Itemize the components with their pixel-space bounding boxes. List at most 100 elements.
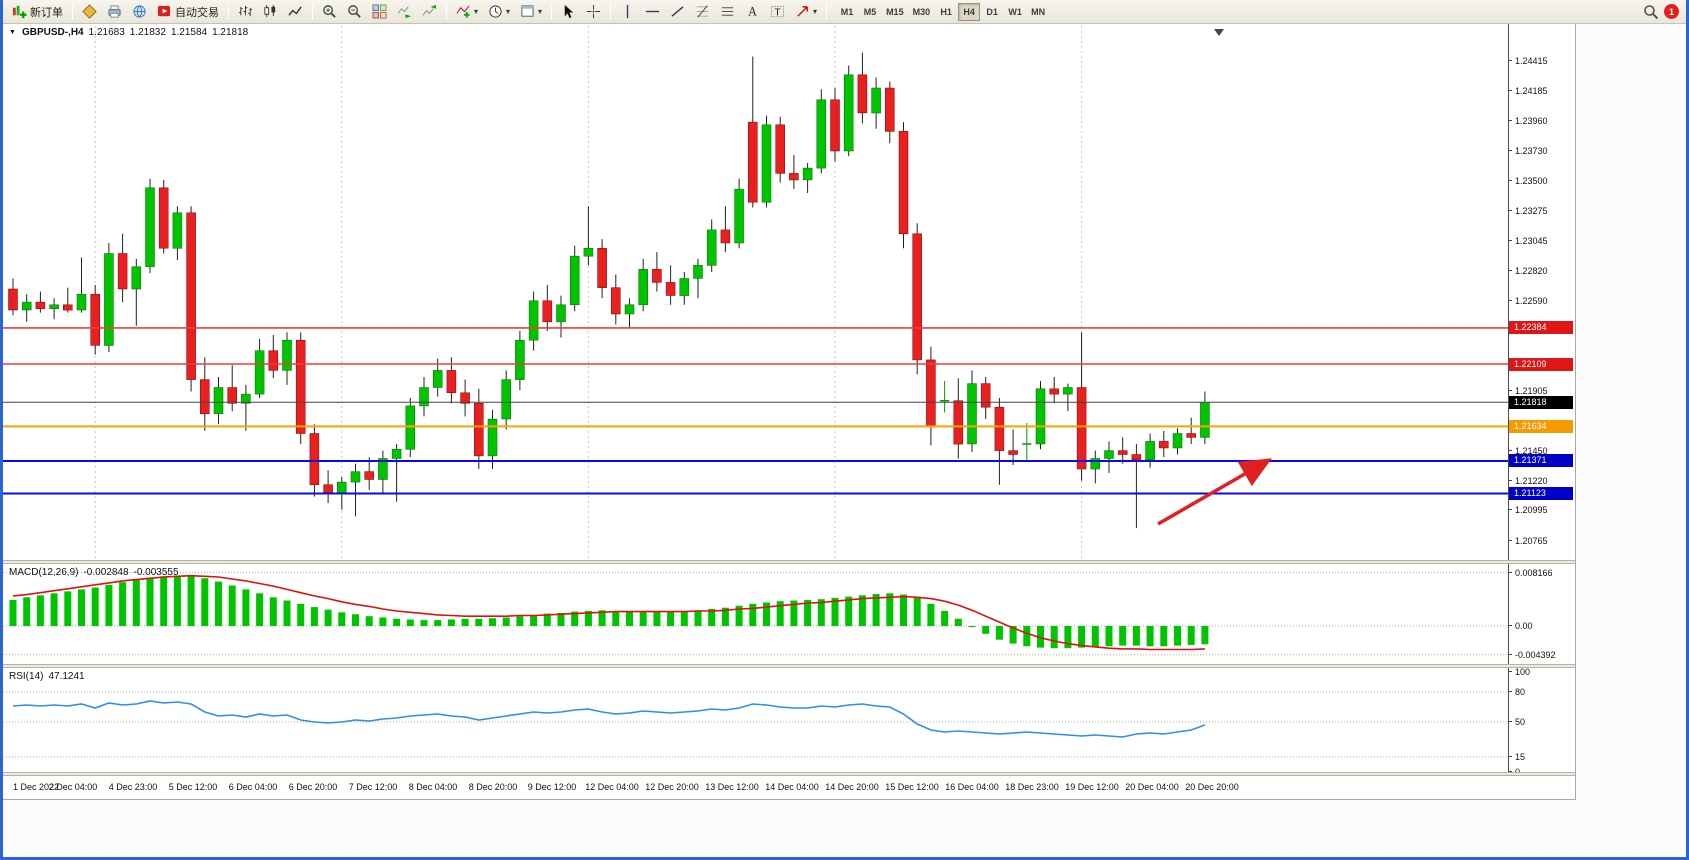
one-click-trading-icon[interactable]: ▼ [9, 29, 16, 36]
zoom-in-button[interactable] [318, 2, 341, 22]
toolbar-separator [446, 3, 447, 20]
new-order-label: 新订单 [30, 6, 63, 19]
rsi-axis-label: 50 [1507, 717, 1526, 727]
autotrading-button[interactable]: 自动交易 [153, 2, 223, 22]
time-axis-label: 20 Dec 20:00 [1185, 782, 1239, 792]
zoom-out-button[interactable] [343, 2, 366, 22]
fibonacci-icon [695, 4, 710, 19]
pane-resize-separator[interactable] [3, 772, 1575, 776]
search-icon[interactable] [1643, 4, 1659, 20]
timeframe-m30-button[interactable]: M30 [909, 3, 935, 21]
new-order-button[interactable]: 新订单 [8, 2, 67, 22]
autotrading-label: 自动交易 [175, 6, 219, 19]
time-axis-label: 6 Dec 20:00 [288, 782, 338, 792]
price-badge: 1.21634 [1509, 420, 1573, 433]
timeframe-m5-button[interactable]: M5 [859, 3, 881, 21]
chart-header: ▼ GBPUSD-,H4 1.21683 1.21832 1.21584 1.2… [9, 27, 248, 38]
template-icon [520, 4, 535, 19]
chart-shift-button[interactable] [418, 2, 441, 22]
fibonacci-button[interactable] [691, 2, 714, 22]
text-label-icon: T [770, 4, 785, 19]
timeframe-group: M1 M5 M15 M30 H1 H4 D1 W1 MN [836, 2, 1049, 21]
price-badge: 1.22109 [1509, 358, 1573, 371]
timeframe-d1-button[interactable]: D1 [981, 3, 1003, 21]
zoom-out-icon [347, 4, 362, 19]
pane-resize-separator[interactable] [3, 664, 1575, 668]
text-label-button[interactable]: T [766, 2, 789, 22]
notification-badge[interactable]: 1 [1664, 4, 1679, 19]
zoom-in-icon [322, 4, 337, 19]
main-chart-pane[interactable]: ▼ GBPUSD-,H4 1.21683 1.21832 1.21584 1.2… [3, 24, 1575, 560]
trend-line-button[interactable] [666, 2, 689, 22]
rsi-header: RSI(14) 47.1241 [9, 671, 85, 682]
svg-text:A: A [748, 5, 757, 19]
channels-icon [720, 4, 735, 19]
globe-icon [132, 4, 147, 19]
time-axis-label: 19 Dec 12:00 [1065, 782, 1119, 792]
indicators-button[interactable]: ▾ [452, 2, 482, 22]
macd-axis[interactable]: 0.008166 0.00 -0.004392 [1508, 564, 1575, 664]
market-watch-button[interactable] [78, 2, 101, 22]
timeframe-w1-button[interactable]: W1 [1004, 3, 1026, 21]
ohlc-open: 1.21683 [88, 27, 125, 38]
macd-plot[interactable] [3, 564, 1508, 664]
chart-shift-icon [422, 4, 437, 19]
rsi-value: 47.1241 [48, 671, 85, 682]
toolbar-separator [551, 3, 553, 20]
ohlc-close: 1.21818 [212, 27, 249, 38]
horizontal-line-button[interactable] [641, 2, 664, 22]
crosshair-button[interactable] [582, 2, 605, 22]
toolbar-right: 1 [1643, 4, 1681, 20]
time-axis-label: 14 Dec 20:00 [825, 782, 879, 792]
print-button[interactable] [103, 2, 126, 22]
pane-resize-separator[interactable] [3, 560, 1575, 564]
rsi-pane[interactable]: RSI(14) 47.1241 100 80 50 15 0 [3, 668, 1575, 772]
main-chart-plot[interactable] [3, 24, 1508, 560]
vertical-line-button[interactable] [616, 2, 639, 22]
candlestick-chart-icon [263, 4, 278, 19]
templates-button[interactable]: ▾ [516, 2, 546, 22]
toolbar-separator [72, 3, 73, 20]
price-tick: 1.22820 [1508, 266, 1548, 276]
line-chart-button[interactable] [284, 2, 307, 22]
price-axis[interactable]: 1.24415 1.24185 1.23960 1.23730 1.23500 1.232… [1508, 24, 1575, 560]
symbol-period-label: GBPUSD-,H4 [21, 27, 84, 38]
macd-pane[interactable]: MACD(12,26,9) -0.002848 -0.003555 0.0081… [3, 564, 1575, 664]
timeframe-h1-button[interactable]: H1 [935, 3, 957, 21]
price-tick: 1.20765 [1508, 536, 1548, 546]
candlestick-chart-button[interactable] [259, 2, 282, 22]
horizontal-line-icon [645, 4, 660, 19]
tile-windows-button[interactable] [368, 2, 391, 22]
price-tick: 1.20995 [1508, 505, 1548, 515]
rsi-axis[interactable]: 100 80 50 15 0 [1507, 668, 1575, 772]
timeframe-m1-button[interactable]: M1 [836, 3, 858, 21]
channels-button[interactable] [716, 2, 739, 22]
diamond-icon [82, 4, 97, 19]
arrows-button[interactable]: ▾ [791, 2, 821, 22]
chevron-down-icon: ▾ [538, 6, 543, 16]
macd-axis-label: -0.004392 [1508, 650, 1556, 660]
time-axis[interactable]: 1 Dec 2022 2 Dec 04:00 4 Dec 23:00 5 Dec 12… [3, 776, 1575, 799]
periods-button[interactable]: ▾ [484, 2, 514, 22]
bar-chart-button[interactable] [234, 2, 257, 22]
cursor-button[interactable] [557, 2, 580, 22]
price-tick: 1.23045 [1508, 236, 1548, 246]
time-axis-label: 6 Dec 04:00 [228, 782, 278, 792]
auto-scroll-button[interactable] [393, 2, 416, 22]
time-axis-label: 2 Dec 04:00 [48, 782, 98, 792]
macd-header: MACD(12,26,9) -0.002848 -0.003555 [9, 567, 179, 578]
arrow-tool-icon [795, 4, 810, 19]
rsi-plot[interactable] [3, 668, 1508, 772]
time-axis-label: 4 Dec 23:00 [108, 782, 158, 792]
price-tick: 1.24185 [1508, 86, 1548, 96]
timeframe-m15-button[interactable]: M15 [882, 3, 908, 21]
community-button[interactable] [128, 2, 151, 22]
price-tick: 1.23500 [1508, 176, 1548, 186]
text-icon: A [745, 4, 760, 19]
toolbar-separator [826, 3, 828, 20]
time-axis-label: 5 Dec 12:00 [168, 782, 218, 792]
toolbar-separator [610, 3, 612, 20]
timeframe-h4-button[interactable]: H4 [958, 2, 981, 21]
timeframe-mn-button[interactable]: MN [1027, 3, 1049, 21]
text-tool-button[interactable]: A [741, 2, 764, 22]
